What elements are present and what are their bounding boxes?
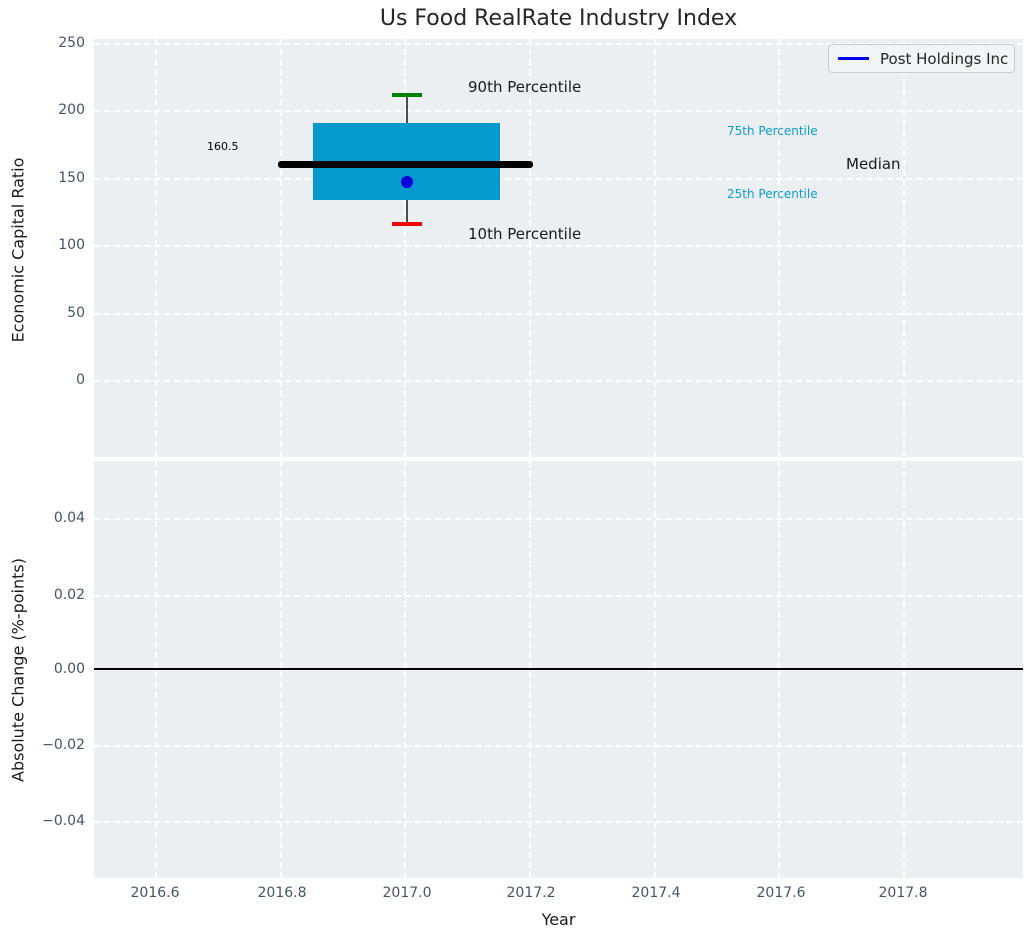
gridline-v <box>155 39 157 457</box>
gridline-h <box>94 178 1023 180</box>
legend: Post Holdings Inc <box>828 44 1015 73</box>
x-tick-label: 2016.6 <box>130 885 180 901</box>
y-tick-label: −0.04 <box>42 813 85 829</box>
whisker-cap-90th <box>392 93 422 97</box>
y-tick-label: 250 <box>58 35 85 51</box>
gridline-h <box>94 745 1023 747</box>
y-tick-label: 200 <box>58 102 85 118</box>
x-tick-label: 2016.8 <box>257 885 307 901</box>
annotation-25th-percentile: 25th Percentile <box>727 187 818 201</box>
bottom-plot-area <box>94 461 1023 878</box>
gridline-h <box>94 380 1023 382</box>
gridline-h <box>94 518 1023 520</box>
median-value-label: 160.5 <box>207 140 239 153</box>
gridline-v <box>529 39 531 457</box>
y-tick-label: 100 <box>58 237 85 253</box>
gridline-v <box>654 39 656 457</box>
gridline-h <box>94 43 1023 45</box>
y-axis-label-top: Economic Capital Ratio <box>8 157 28 343</box>
gridline-h <box>94 595 1023 597</box>
x-axis-label: Year <box>541 910 576 929</box>
gridline-h <box>94 245 1023 247</box>
whisker-cap-10th <box>392 222 422 226</box>
y-axis-label-bottom: Absolute Change (%-points) <box>8 558 28 782</box>
zero-line <box>94 668 1023 670</box>
gridline-v <box>903 39 905 457</box>
x-tick-label: 2017.0 <box>382 885 432 901</box>
x-tick-label: 2017.6 <box>756 885 806 901</box>
y-tick-label: 0.00 <box>53 661 85 677</box>
y-tick-label: 150 <box>58 170 85 186</box>
gridline-v <box>280 39 282 457</box>
y-tick-label: 50 <box>67 305 85 321</box>
y-tick-label: 0.04 <box>53 510 85 526</box>
x-tick-label: 2017.8 <box>878 885 928 901</box>
top-plot-area: 90th Percentile 10th Percentile 160.5 75… <box>94 39 1023 457</box>
median-line <box>278 161 533 168</box>
y-tick-label: −0.02 <box>42 737 85 753</box>
gridline-v <box>404 39 406 457</box>
gridline-h <box>94 313 1023 315</box>
x-tick-label: 2017.4 <box>631 885 681 901</box>
gridline-h <box>94 110 1023 112</box>
annotation-median: Median <box>846 155 901 173</box>
annotation-10th-percentile: 10th Percentile <box>468 225 582 243</box>
annotation-75th-percentile: 75th Percentile <box>727 124 818 138</box>
x-tick-label: 2017.2 <box>506 885 556 901</box>
chart-title: Us Food RealRate Industry Index <box>379 6 738 31</box>
legend-label: Post Holdings Inc <box>880 49 1009 68</box>
annotation-90th-percentile: 90th Percentile <box>468 78 582 96</box>
gridline-h <box>94 821 1023 823</box>
y-tick-label: 0 <box>76 372 85 388</box>
company-data-point <box>401 176 413 188</box>
gridline-v <box>778 39 780 457</box>
legend-line-swatch <box>838 57 869 60</box>
y-tick-label: 0.02 <box>53 587 85 603</box>
